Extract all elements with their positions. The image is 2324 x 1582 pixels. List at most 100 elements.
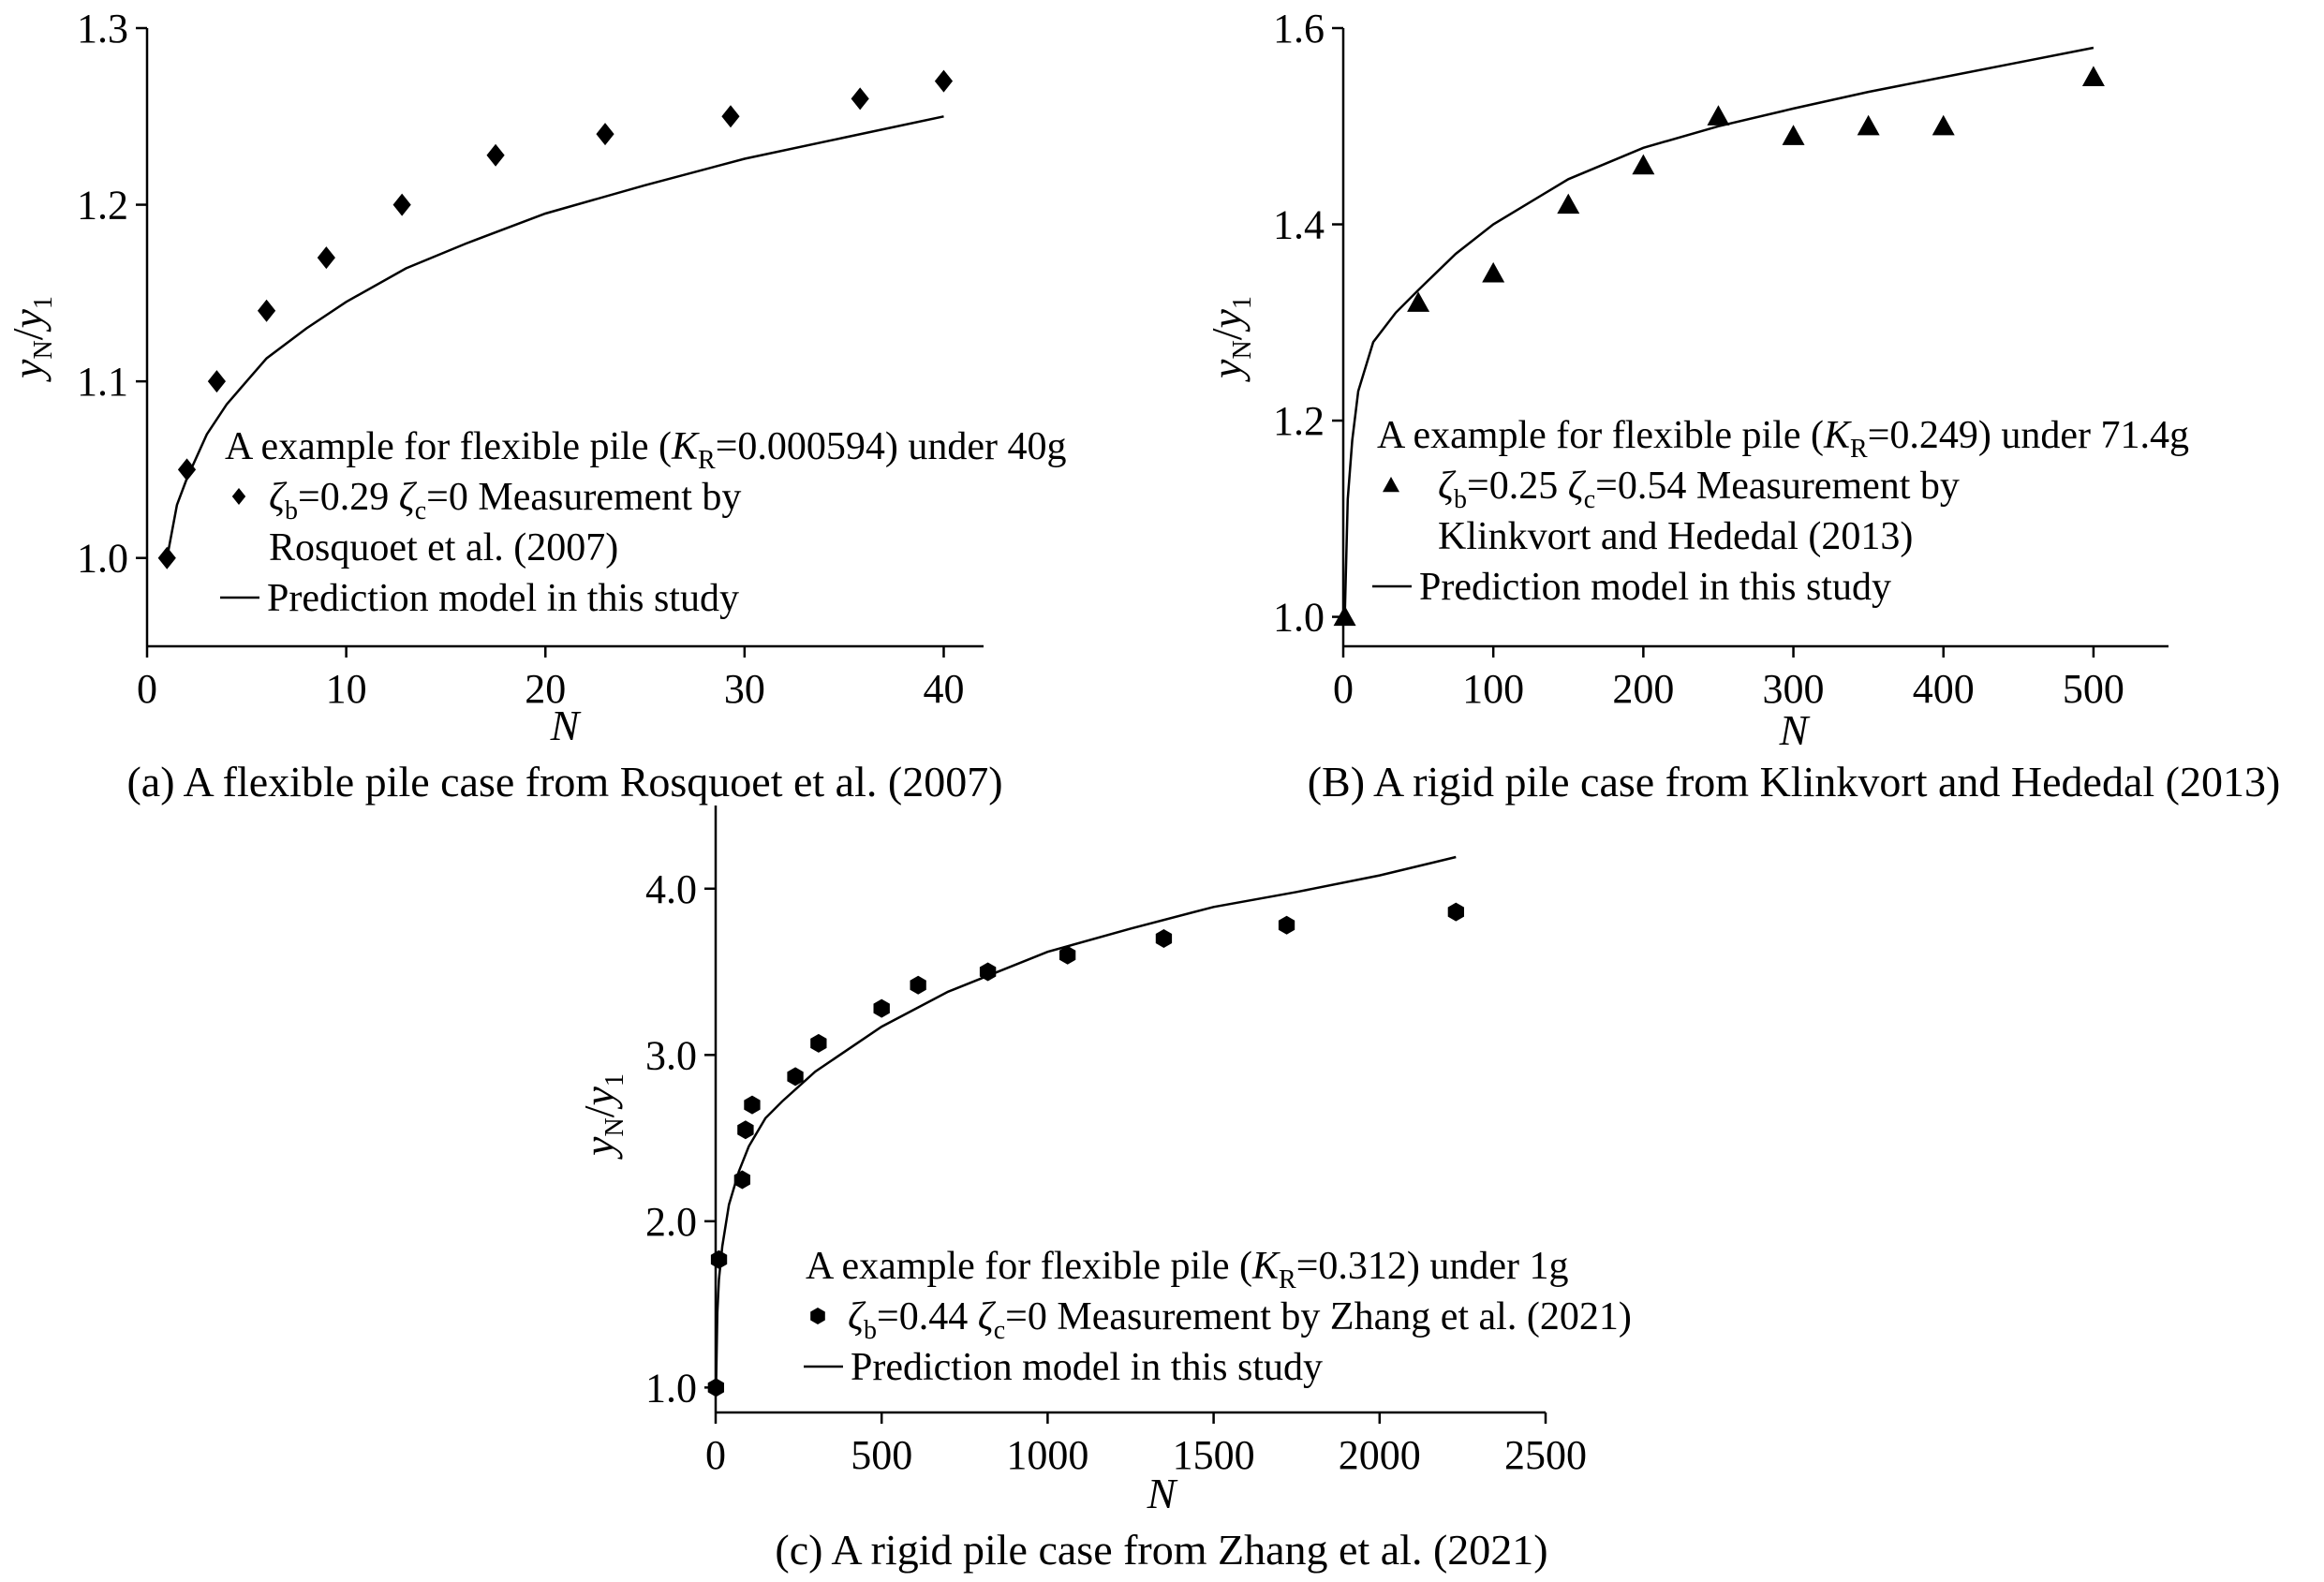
measurement-point (733, 1170, 750, 1190)
x-tick-label: 2000 (1339, 1432, 1421, 1478)
y-title-y: y (1203, 308, 1251, 332)
x-axis-title: N (550, 702, 582, 749)
y-tick-label: 1.3 (77, 6, 128, 52)
legend-kr-sub: R (1850, 435, 1868, 464)
y-tick-label: 1.4 (1273, 202, 1325, 248)
measurement-point (1932, 114, 1955, 136)
measurement-point (979, 962, 997, 982)
prediction-curve (1343, 46, 2095, 617)
legend-title-part: =0.312) under 1g (1296, 1245, 1569, 1288)
legend-title: A example for flexible pile (KR=0.249) u… (1377, 414, 2189, 464)
x-tick-label: 40 (923, 666, 964, 712)
legend-zeta-b-value: =0.44 (877, 1295, 978, 1338)
legend-zeta-b: ζ (1438, 465, 1457, 508)
measurement-point (721, 105, 740, 128)
y-title-y: y (575, 1086, 623, 1109)
measurement-point (707, 1378, 724, 1397)
measurement-point (873, 998, 890, 1018)
legend-kr: K (1251, 1245, 1280, 1288)
legend-model: Prediction model in this study (851, 1346, 1323, 1389)
x-tick-label: 200 (1612, 666, 1674, 712)
x-tick-label: 1500 (1173, 1432, 1255, 1478)
legend-title-part: A example for flexible pile ( (806, 1245, 1252, 1288)
x-tick-label: 20 (525, 666, 566, 712)
measurement-point (787, 1067, 804, 1087)
y-title-y: y (4, 308, 52, 332)
measurement-point (1447, 902, 1464, 922)
measurement-point (1407, 291, 1430, 312)
legend-measurement: ζb=0.29 ζc=0 Measurement by (269, 476, 741, 525)
x-tick-label: 0 (1333, 666, 1354, 712)
legend-title-part: A example for flexible pile ( (225, 425, 672, 468)
y-title-y: y (1203, 359, 1251, 382)
y-tick-label: 1.0 (1273, 595, 1325, 641)
measurement-point (1278, 915, 1295, 935)
y-tick-label: 2.0 (645, 1199, 697, 1245)
x-tick-label: 0 (705, 1432, 726, 1478)
y-tick-label: 1.1 (77, 359, 128, 405)
y-title-slash: / (1203, 328, 1251, 340)
measurement-point (910, 975, 926, 995)
measurement-point (207, 370, 227, 393)
legend-title: A example for flexible pile (KR=0.312) u… (806, 1245, 1569, 1294)
y-title-y: y (4, 359, 52, 382)
y-axis-title: yN/y1 (1203, 296, 1257, 382)
y-title-sub-1: 1 (600, 1073, 629, 1087)
measurement-point (851, 87, 869, 111)
legend-measurement: ζb=0.25 ζc=0.54 Measurement by (1438, 465, 1960, 514)
legend-zeta-b-sub: b (864, 1316, 877, 1345)
measurement-point (1857, 114, 1880, 136)
y-title-y: y (575, 1136, 623, 1160)
legend-model: Prediction model in this study (1419, 566, 1891, 609)
prediction-curve (166, 115, 944, 558)
legend-marker (1383, 477, 1399, 493)
y-title-sub-1: 1 (29, 296, 58, 309)
panel-caption: (c) A rigid pile case from Zhang et al. … (775, 1526, 1547, 1574)
legend-zeta-b-value: =0.29 (298, 476, 399, 519)
measurement-point (157, 546, 176, 569)
measurement-point (1632, 154, 1655, 175)
x-tick-label: 0 (137, 666, 157, 712)
y-tick-label: 1.6 (1273, 6, 1325, 52)
y-tick-label: 1.2 (77, 183, 128, 229)
legend-zeta-c: ζ (399, 476, 418, 519)
measurement-point (810, 1033, 827, 1053)
measurement-point (1482, 261, 1505, 283)
legend-zeta-c-value: =0 Measurement by (426, 476, 741, 519)
y-title-sub-n: N (29, 340, 58, 359)
x-tick-label: 30 (724, 666, 765, 712)
legend-kr-sub: R (1279, 1265, 1296, 1294)
measurement-point (744, 1095, 761, 1115)
measurement-point (1707, 105, 1730, 126)
measurement-point (596, 123, 614, 146)
x-tick-label: 10 (326, 666, 367, 712)
legend-zeta-b-sub: b (1454, 485, 1467, 514)
legend-model: Prediction model in this study (267, 577, 739, 620)
x-axis-title: N (1147, 1470, 1178, 1517)
measurement-point (2081, 66, 2105, 86)
measurement-point (486, 143, 505, 167)
legend-zeta-b: ζ (269, 476, 288, 519)
legend-kr-sub: R (698, 446, 716, 475)
legend-title: A example for flexible pile (KR=0.000594… (225, 425, 1067, 475)
legend-zeta-b-value: =0.25 (1467, 465, 1568, 508)
measurement-point (1059, 945, 1076, 965)
y-title-slash: / (4, 328, 52, 340)
panel-caption: (B) A rigid pile case from Klinkvort and… (1308, 758, 2281, 806)
y-tick-label: 4.0 (645, 866, 697, 912)
x-tick-label: 500 (2063, 666, 2124, 712)
legend-zeta-c-value: =0.54 Measurement by (1595, 465, 1960, 508)
measurement-point (177, 458, 197, 481)
legend-marker (231, 488, 246, 505)
legend-kr: K (671, 425, 700, 468)
y-title-sub-n: N (1228, 340, 1257, 359)
legend-title-part: =0.000594) under 40g (716, 425, 1067, 468)
y-title-sub-n: N (600, 1117, 629, 1136)
legend-zeta-b-sub: b (285, 496, 298, 525)
y-tick-label: 3.0 (645, 1032, 697, 1078)
measurement-point (934, 69, 954, 93)
measurement-point (1557, 193, 1580, 214)
legend-zeta-c-sub: c (415, 496, 426, 525)
